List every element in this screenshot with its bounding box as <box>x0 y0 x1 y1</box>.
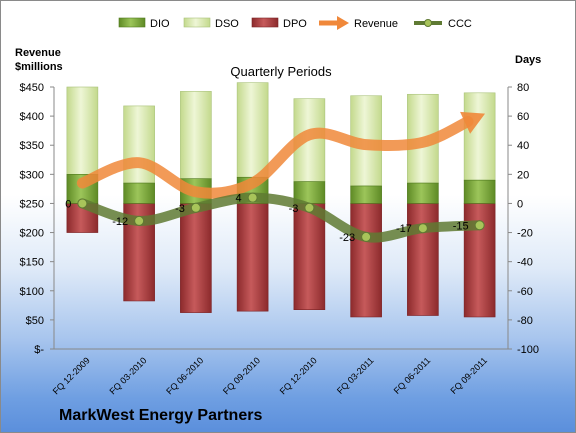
x-tick-label: FQ 09-2011 <box>448 355 489 396</box>
right-tick-label: -20 <box>517 228 533 240</box>
x-tick-label: FQ 12-2010 <box>278 355 319 396</box>
right-tick-label: 60 <box>517 111 529 123</box>
x-tick-label: FQ 06-2011 <box>392 355 433 396</box>
bar-dso <box>236 82 269 178</box>
ccc-data-label: -3 <box>175 203 185 215</box>
right-tick-label: 40 <box>517 140 529 152</box>
ccc-data-label: -15 <box>453 220 469 232</box>
legend-swatch-ccc <box>414 19 442 27</box>
bar-dpo <box>407 203 439 316</box>
ccc-marker <box>417 223 428 234</box>
bar-dio <box>407 182 439 204</box>
left-tick-label: $100 <box>20 286 44 298</box>
bar-dso <box>180 91 212 180</box>
ccc-marker <box>474 220 485 231</box>
right-tick-label: -80 <box>517 315 533 327</box>
bar-dpo <box>293 203 326 310</box>
revenue-series <box>76 111 486 199</box>
ccc-marker <box>134 215 145 226</box>
legend-swatch-revenue <box>319 16 349 30</box>
ccc-marker <box>304 202 315 213</box>
x-tick-label: FQ 03-2011 <box>335 355 376 396</box>
right-tick-label: -100 <box>517 344 539 356</box>
legend-label-revenue: Revenue <box>354 18 398 30</box>
ccc-data-label: 0 <box>65 198 71 210</box>
right-axis-title: Days <box>515 54 541 66</box>
legend-label-dpo: DPO <box>283 18 307 30</box>
legend-label-dso: DSO <box>215 18 239 30</box>
right-tick-label: 80 <box>517 82 529 94</box>
x-tick-label: FQ 12-2009 <box>51 355 92 396</box>
ccc-line <box>77 192 485 243</box>
right-tick-label: 0 <box>517 198 523 210</box>
revenue-line <box>76 115 474 199</box>
bar-dso <box>463 92 496 181</box>
bar-dpo <box>236 203 269 312</box>
x-tick-label: FQ 06-2010 <box>164 355 205 396</box>
bar-dio <box>123 182 155 204</box>
ccc-data-label: -17 <box>396 223 412 235</box>
revenue-arrowhead <box>460 111 486 134</box>
ccc-marker <box>361 231 372 242</box>
bar-dio <box>350 185 382 204</box>
ccc-marker <box>190 202 201 213</box>
legend-swatch-dio <box>118 17 146 28</box>
ccc-data-label: -3 <box>289 203 299 215</box>
right-tick-label: 20 <box>517 169 529 181</box>
legend-label-ccc: CCC <box>448 18 472 30</box>
company-name: MarkWest Energy Partners <box>59 407 262 424</box>
ccc-data-label: -12 <box>112 216 128 228</box>
left-tick-label: $400 <box>20 111 44 123</box>
bar-dpo <box>180 203 212 313</box>
ccc-series: 0 -12 -3 4 -3 -23 -17 -15 <box>65 192 485 244</box>
bar-dso <box>66 86 99 175</box>
bar-dio <box>463 179 496 204</box>
left-tick-label: $350 <box>20 140 44 152</box>
ccc-data-label: 4 <box>236 193 242 205</box>
left-tick-label: $150 <box>20 257 44 269</box>
bar-dpo <box>350 203 382 318</box>
bar-dso <box>123 105 155 184</box>
left-tick-label: $200 <box>20 228 44 240</box>
legend-swatch-dpo <box>251 17 279 28</box>
left-tick-label: $- <box>34 344 44 356</box>
ccc-marker <box>247 192 258 203</box>
ccc-marker <box>77 198 88 209</box>
chart-title: Quarterly Periods <box>230 64 332 79</box>
left-tick-label: $450 <box>20 82 44 94</box>
x-tick-label: FQ 09-2010 <box>221 355 262 396</box>
ccc-data-label: -23 <box>339 232 355 244</box>
right-tick-label: -40 <box>517 257 533 269</box>
left-tick-label: $250 <box>20 198 44 210</box>
legend: DIO DSO DPO Revenue CCC <box>118 16 472 30</box>
right-tick-label: -60 <box>517 286 533 298</box>
x-tick-label: FQ 03-2010 <box>108 355 149 396</box>
left-axis-title-line1: Revenue <box>15 47 61 59</box>
left-tick-label: $50 <box>26 315 44 327</box>
left-tick-label: $300 <box>20 169 44 181</box>
legend-label-dio: DIO <box>150 18 170 30</box>
left-axis-title-line2: $millions <box>15 61 63 73</box>
legend-swatch-dso <box>183 17 211 28</box>
